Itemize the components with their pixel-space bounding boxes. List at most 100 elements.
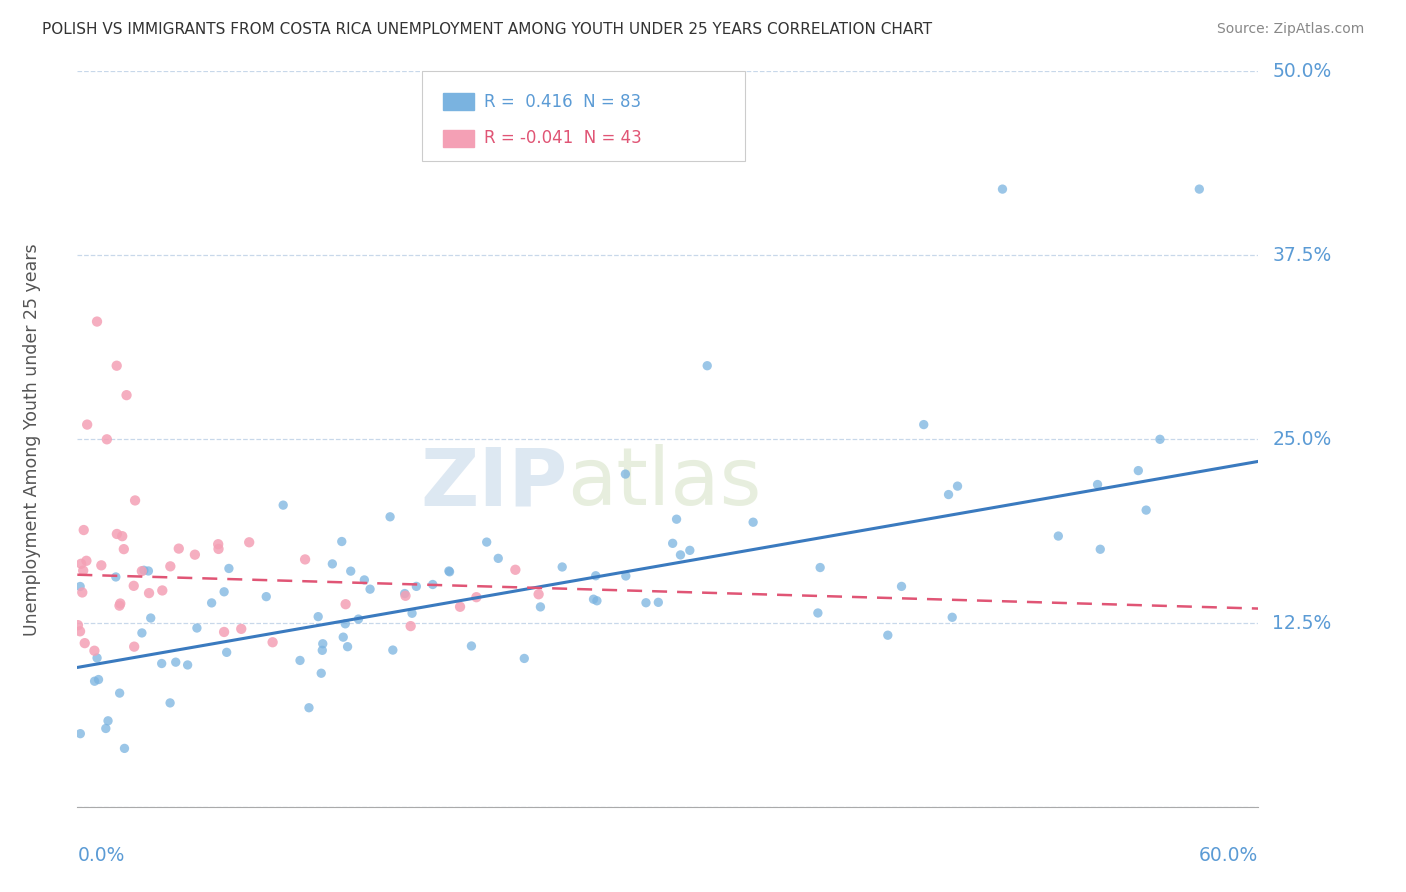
Point — [614, 569, 637, 583]
Point — [321, 557, 343, 571]
Point — [1087, 477, 1109, 491]
Point — [108, 599, 131, 613]
Point — [505, 563, 527, 577]
Point — [339, 564, 361, 578]
Point — [83, 674, 105, 689]
Point — [335, 616, 357, 631]
Point — [634, 596, 657, 610]
Point — [66, 618, 89, 632]
Point — [131, 626, 153, 640]
Point — [184, 548, 207, 562]
Point — [238, 535, 260, 549]
Point — [876, 628, 898, 642]
Point — [69, 727, 91, 741]
Point — [527, 587, 550, 601]
Point — [97, 714, 120, 728]
Point — [353, 573, 375, 587]
Point — [890, 579, 912, 593]
Point — [661, 536, 683, 550]
Point — [262, 635, 284, 649]
Point — [582, 592, 605, 607]
Point — [90, 558, 112, 573]
Point — [405, 579, 427, 593]
Point — [201, 596, 224, 610]
Point — [330, 534, 353, 549]
Point — [254, 590, 277, 604]
Point — [332, 630, 354, 644]
Point — [87, 673, 110, 687]
Text: 60.0%: 60.0% — [1199, 847, 1258, 865]
Point — [86, 315, 108, 329]
Point — [586, 594, 609, 608]
Point — [111, 529, 134, 543]
Point — [298, 700, 321, 714]
Point — [69, 580, 91, 594]
Point — [70, 557, 93, 571]
Point — [231, 622, 253, 636]
Point — [112, 542, 135, 557]
Point — [105, 527, 128, 541]
Text: 25.0%: 25.0% — [1272, 430, 1331, 449]
Point — [1149, 433, 1171, 447]
Point — [72, 564, 94, 578]
Point — [309, 666, 332, 681]
Point — [938, 487, 960, 501]
Point — [311, 643, 333, 657]
Point — [551, 560, 574, 574]
Point — [124, 493, 146, 508]
Point — [150, 583, 173, 598]
Point — [138, 564, 160, 578]
Point — [807, 606, 830, 620]
Point — [108, 686, 131, 700]
Point — [347, 612, 370, 626]
Point — [105, 359, 128, 373]
Point — [132, 563, 155, 577]
Point — [394, 589, 416, 603]
Point — [114, 741, 136, 756]
Text: ZIP: ZIP — [420, 444, 568, 523]
Point — [460, 639, 482, 653]
Text: atlas: atlas — [568, 444, 762, 523]
Point — [1090, 542, 1112, 557]
Point — [73, 636, 96, 650]
Text: Unemployment Among Youth under 25 years: Unemployment Among Youth under 25 years — [24, 243, 41, 636]
Point — [69, 624, 91, 639]
Point — [131, 564, 153, 578]
Point — [176, 657, 198, 672]
Text: 0.0%: 0.0% — [77, 847, 125, 865]
Point — [307, 609, 329, 624]
Text: 50.0%: 50.0% — [1272, 62, 1331, 81]
Point — [294, 552, 316, 566]
Point — [72, 585, 94, 599]
Point — [94, 722, 117, 736]
Point — [86, 651, 108, 665]
Point — [115, 388, 138, 402]
Point — [218, 561, 240, 575]
Point — [83, 644, 105, 658]
Point — [335, 597, 357, 611]
Point — [529, 599, 551, 614]
Point — [76, 417, 98, 432]
Point — [381, 643, 404, 657]
Point — [808, 560, 831, 574]
Point — [665, 512, 688, 526]
Point — [679, 543, 702, 558]
Text: R = -0.041  N = 43: R = -0.041 N = 43 — [484, 129, 641, 147]
Point — [207, 541, 229, 556]
Point — [742, 515, 765, 529]
Point — [138, 586, 160, 600]
Point — [399, 619, 422, 633]
Point — [167, 541, 190, 556]
Point — [991, 182, 1014, 196]
Text: R =  0.416  N = 83: R = 0.416 N = 83 — [484, 93, 641, 111]
Point — [312, 637, 335, 651]
Point — [110, 597, 132, 611]
Point — [212, 624, 235, 639]
Point — [486, 551, 509, 566]
Point — [941, 610, 963, 624]
Text: POLISH VS IMMIGRANTS FROM COSTA RICA UNEMPLOYMENT AMONG YOUTH UNDER 25 YEARS COR: POLISH VS IMMIGRANTS FROM COSTA RICA UNE… — [42, 22, 932, 37]
Point — [696, 359, 718, 373]
Point — [669, 548, 692, 562]
Point — [139, 611, 162, 625]
Point — [159, 559, 181, 574]
